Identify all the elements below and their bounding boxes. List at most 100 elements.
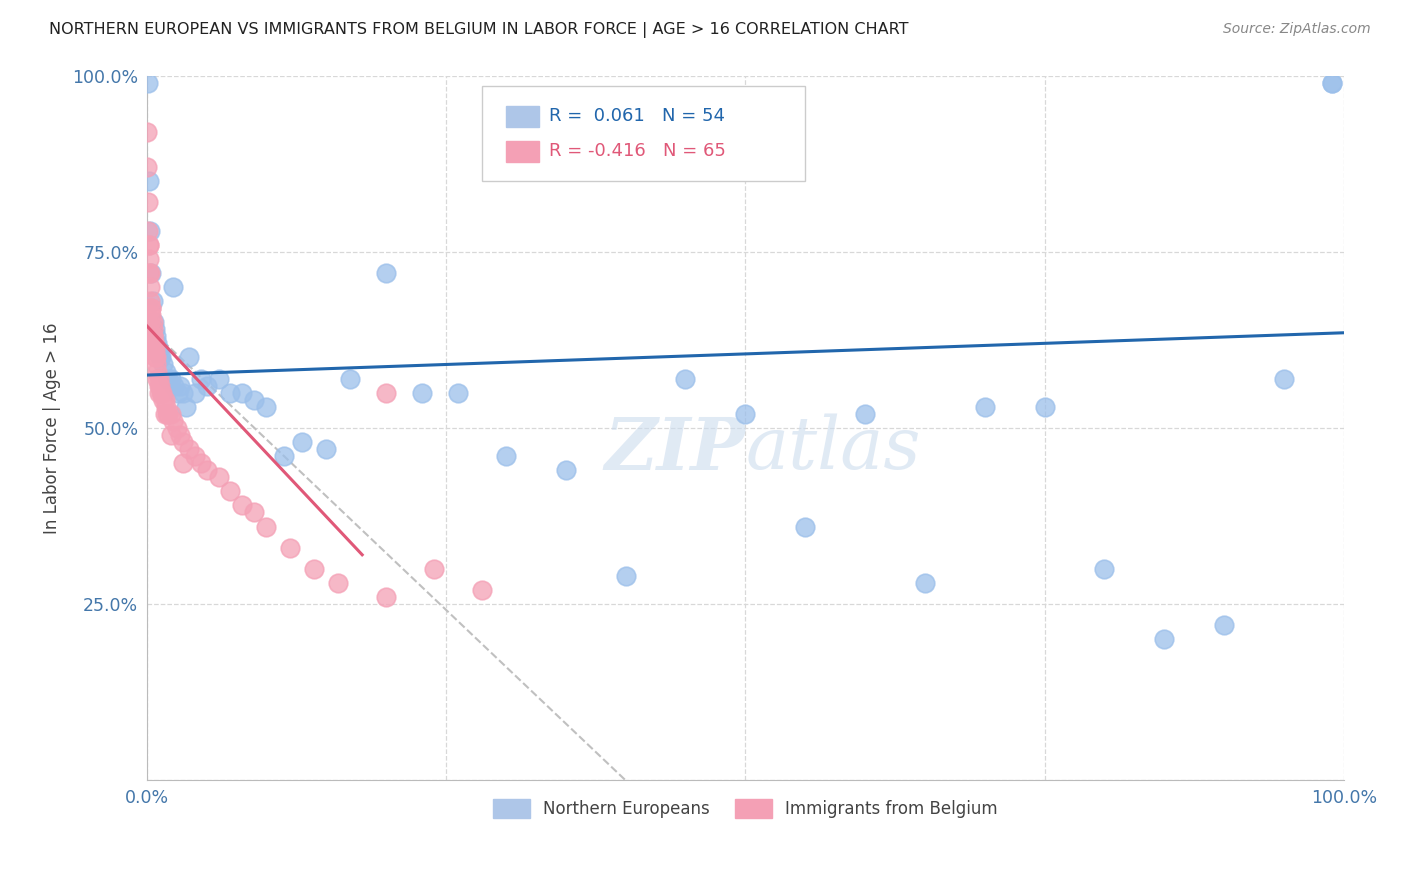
Point (139, 293, 162, 308)
Point (155, 365, 177, 379)
Point (148, 385, 170, 400)
Point (914, 576, 936, 591)
Point (141, 308, 163, 322)
Point (375, 590, 398, 604)
Point (138, 237, 160, 252)
Point (169, 378, 191, 392)
Point (495, 449, 517, 463)
Point (156, 407, 179, 421)
Point (159, 407, 181, 421)
Point (141, 266, 163, 280)
Point (152, 392, 174, 407)
Point (447, 385, 470, 400)
Point (153, 407, 176, 421)
Bar (506, 141, 540, 162)
Point (141, 301, 163, 315)
Point (136, 76, 159, 90)
Point (1213, 618, 1236, 632)
Point (423, 562, 446, 576)
Point (162, 414, 184, 428)
Point (163, 378, 186, 392)
Point (143, 351, 166, 365)
Point (135, 160, 157, 174)
Point (231, 385, 253, 400)
Point (142, 329, 165, 343)
Point (315, 442, 337, 456)
Point (157, 407, 180, 421)
Point (138, 174, 160, 188)
Point (231, 499, 253, 513)
Point (138, 252, 160, 266)
Point (145, 358, 167, 372)
Y-axis label: In Labor Force | Age > 16: In Labor Force | Age > 16 (44, 322, 60, 533)
Point (138, 266, 160, 280)
Point (148, 343, 170, 358)
Point (554, 463, 576, 477)
Bar (506, 106, 540, 127)
Point (148, 371, 170, 385)
Point (794, 519, 817, 533)
Point (614, 569, 637, 583)
Legend: Northern Europeans, Immigrants from Belgium: Northern Europeans, Immigrants from Belg… (486, 792, 1004, 825)
Point (146, 365, 169, 379)
Point (1033, 400, 1056, 414)
Point (243, 506, 266, 520)
Point (280, 541, 302, 555)
Point (1272, 371, 1295, 385)
Point (142, 293, 165, 308)
Point (411, 385, 433, 400)
Point (141, 301, 163, 315)
Point (1153, 632, 1175, 647)
Point (142, 315, 165, 329)
Point (135, 125, 157, 139)
Point (291, 435, 314, 450)
Point (142, 322, 165, 336)
Point (172, 385, 194, 400)
Point (177, 442, 200, 456)
Point (172, 435, 194, 450)
Point (142, 329, 165, 343)
Point (143, 322, 166, 336)
Point (375, 266, 398, 280)
Point (172, 456, 194, 470)
Point (142, 343, 165, 358)
Point (339, 371, 361, 385)
Point (375, 385, 398, 400)
Point (150, 351, 173, 365)
Point (152, 358, 174, 372)
Point (136, 195, 159, 210)
Text: R =  0.061   N = 54: R = 0.061 N = 54 (548, 107, 725, 125)
Point (146, 336, 169, 351)
Point (169, 428, 191, 442)
Point (219, 484, 242, 499)
Point (190, 456, 212, 470)
Point (139, 315, 162, 329)
FancyBboxPatch shape (482, 87, 806, 181)
Point (142, 336, 165, 351)
Point (139, 280, 162, 294)
Point (136, 223, 159, 237)
Point (183, 385, 205, 400)
Point (734, 407, 756, 421)
Text: NORTHERN EUROPEAN VS IMMIGRANTS FROM BELGIUM IN LABOR FORCE | AGE > 16 CORRELATI: NORTHERN EUROPEAN VS IMMIGRANTS FROM BEL… (49, 22, 908, 38)
Point (207, 371, 229, 385)
Text: ZIP: ZIP (605, 414, 745, 484)
Point (153, 392, 176, 407)
Point (673, 371, 696, 385)
Point (166, 385, 188, 400)
Point (142, 315, 165, 329)
Text: atlas: atlas (745, 414, 921, 484)
Point (190, 371, 212, 385)
Point (1320, 76, 1343, 90)
Point (142, 336, 165, 351)
Point (159, 371, 181, 385)
Point (471, 582, 494, 597)
Point (195, 463, 218, 477)
Point (853, 407, 876, 421)
Point (304, 562, 326, 576)
Point (273, 449, 295, 463)
Point (162, 280, 184, 294)
Point (136, 322, 159, 336)
Point (155, 400, 177, 414)
Point (174, 400, 197, 414)
